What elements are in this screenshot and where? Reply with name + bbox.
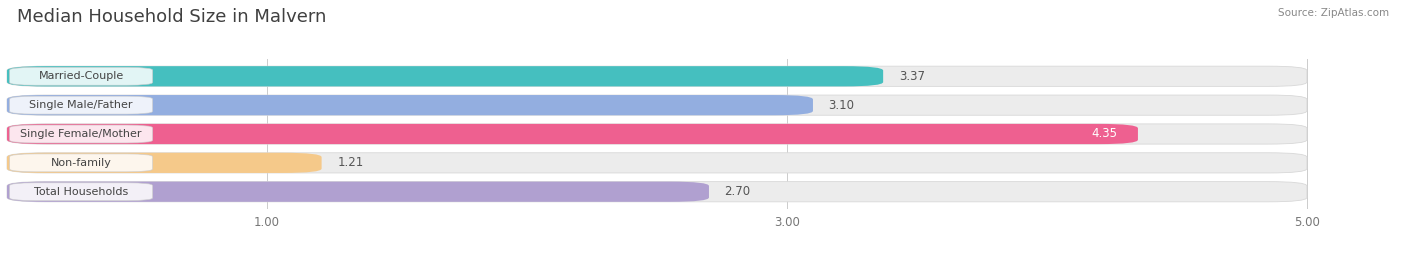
FancyBboxPatch shape: [7, 182, 709, 202]
Text: Total Households: Total Households: [34, 187, 128, 197]
FancyBboxPatch shape: [10, 125, 153, 143]
FancyBboxPatch shape: [7, 153, 1308, 173]
FancyBboxPatch shape: [10, 154, 153, 172]
Text: Married-Couple: Married-Couple: [38, 71, 124, 81]
FancyBboxPatch shape: [10, 183, 153, 201]
FancyBboxPatch shape: [7, 95, 1308, 115]
Text: 3.37: 3.37: [898, 70, 925, 83]
FancyBboxPatch shape: [7, 95, 813, 115]
Text: 3.10: 3.10: [828, 99, 855, 112]
Text: Non-family: Non-family: [51, 158, 111, 168]
Text: 2.70: 2.70: [724, 185, 751, 198]
FancyBboxPatch shape: [7, 182, 1308, 202]
Text: Single Male/Father: Single Male/Father: [30, 100, 134, 110]
FancyBboxPatch shape: [7, 153, 322, 173]
Text: Source: ZipAtlas.com: Source: ZipAtlas.com: [1278, 8, 1389, 18]
FancyBboxPatch shape: [7, 66, 1308, 86]
FancyBboxPatch shape: [7, 66, 883, 86]
FancyBboxPatch shape: [7, 124, 1137, 144]
FancyBboxPatch shape: [10, 96, 153, 114]
Text: 1.21: 1.21: [337, 156, 364, 169]
FancyBboxPatch shape: [10, 67, 153, 85]
Text: 4.35: 4.35: [1091, 128, 1118, 140]
Text: Single Female/Mother: Single Female/Mother: [20, 129, 142, 139]
FancyBboxPatch shape: [7, 124, 1308, 144]
Text: Median Household Size in Malvern: Median Household Size in Malvern: [17, 8, 326, 26]
